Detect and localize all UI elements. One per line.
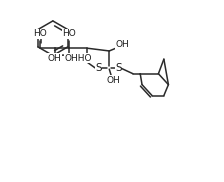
Text: OH: OH: [115, 40, 129, 49]
Text: HO: HO: [33, 29, 47, 38]
Text: S: S: [95, 63, 102, 73]
Text: OHHO: OHHO: [65, 54, 92, 63]
Text: S: S: [115, 63, 122, 73]
Text: OH: OH: [106, 76, 120, 85]
Text: HO: HO: [62, 29, 76, 38]
Text: OH: OH: [48, 54, 62, 63]
